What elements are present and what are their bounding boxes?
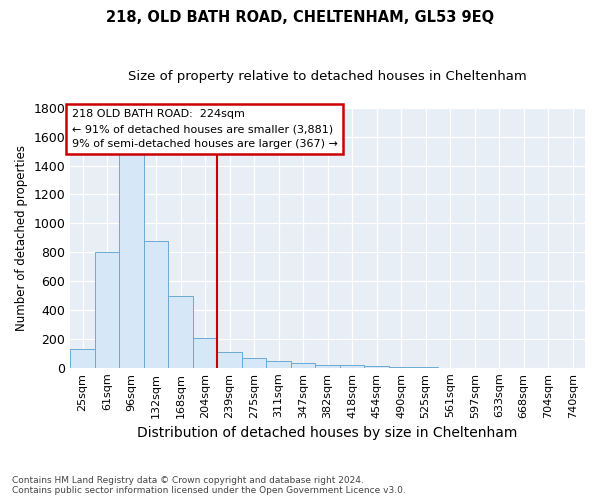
Y-axis label: Number of detached properties: Number of detached properties [15,145,28,331]
Text: 218, OLD BATH ROAD, CHELTENHAM, GL53 9EQ: 218, OLD BATH ROAD, CHELTENHAM, GL53 9EQ [106,10,494,25]
Bar [70,349,95,368]
Bar [291,362,316,368]
Text: 218 OLD BATH ROAD:  224sqm
← 91% of detached houses are smaller (3,881)
9% of se: 218 OLD BATH ROAD: 224sqm ← 91% of detac… [71,109,337,149]
Bar [217,352,242,368]
Bar [119,154,144,368]
Bar [193,338,217,368]
Bar [316,365,340,368]
Bar [144,240,169,368]
Bar [242,358,266,368]
Bar [266,362,291,368]
Bar [340,365,364,368]
Text: Contains HM Land Registry data © Crown copyright and database right 2024.
Contai: Contains HM Land Registry data © Crown c… [12,476,406,495]
Bar [95,252,119,368]
Title: Size of property relative to detached houses in Cheltenham: Size of property relative to detached ho… [128,70,527,83]
Bar [169,296,193,368]
Bar [364,366,389,368]
X-axis label: Distribution of detached houses by size in Cheltenham: Distribution of detached houses by size … [137,426,518,440]
Bar [389,367,413,368]
